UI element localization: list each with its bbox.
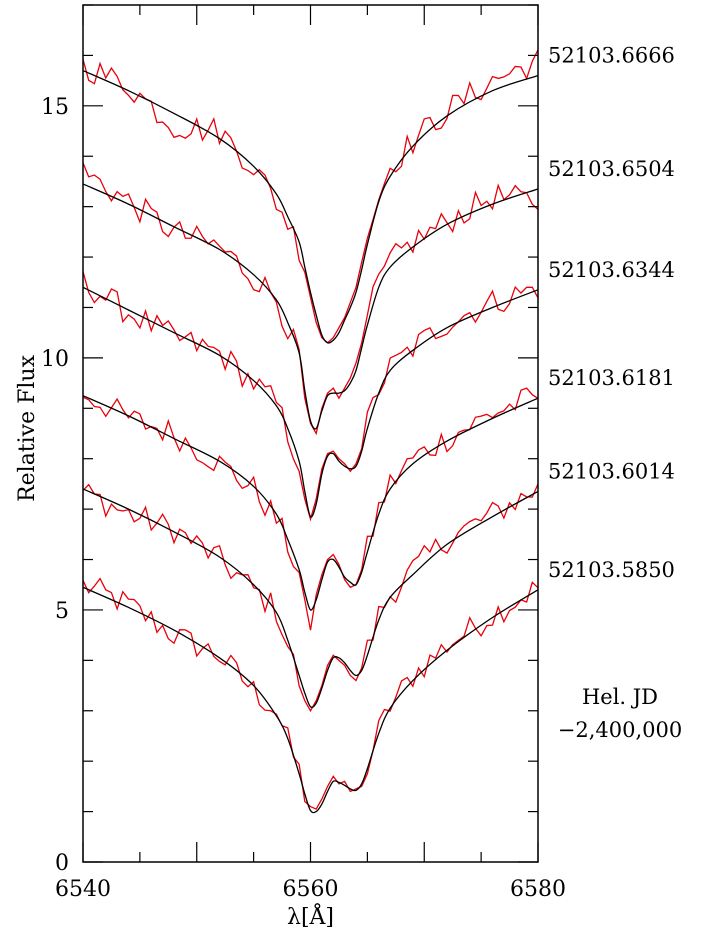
y-tick-label: 0 <box>55 851 69 876</box>
tick-labels: 6540 6560 6580 0 5 10 15 <box>41 95 566 902</box>
y-tick-label: 10 <box>41 347 69 372</box>
y-axis-label: Relative Flux <box>15 354 40 502</box>
model-fit-52103.6181 <box>82 395 539 611</box>
x-tick-label: 6560 <box>283 877 339 902</box>
model-fit-52103.6666 <box>82 69 539 344</box>
epoch-label-52103.6014: 52103.6014 <box>548 459 675 483</box>
x-axis-label: λ[Å] <box>287 902 334 930</box>
observed-spectrum-52103.5850 <box>82 577 539 810</box>
epoch-label-52103.6344: 52103.6344 <box>548 258 675 282</box>
epoch-label-52103.6181: 52103.6181 <box>548 366 675 390</box>
model-fit-52103.6014 <box>82 488 539 708</box>
observed-spectrum-52103.6181 <box>82 387 539 631</box>
epoch-label-52103.6504: 52103.6504 <box>548 157 675 181</box>
epoch-labels: 52103.5850 52103.6014 52103.6181 52103.6344… <box>548 44 675 582</box>
x-tick-label: 6580 <box>510 877 566 902</box>
y-tick-label: 5 <box>55 599 69 624</box>
model-fit-52103.6344 <box>82 286 539 518</box>
observed-spectrum-52103.6014 <box>82 483 539 713</box>
model-fit-52103.5850 <box>82 586 539 814</box>
y-tick-label: 15 <box>41 95 69 120</box>
plot-area <box>82 49 539 814</box>
observed-spectrum-52103.6344 <box>82 271 539 522</box>
x-tick-label: 6540 <box>55 877 111 902</box>
jd-note-line-1: Hel. JD <box>582 685 658 709</box>
plot-frame <box>82 4 539 863</box>
axis-ticks <box>82 4 539 863</box>
model-fit-52103.6504 <box>82 183 539 430</box>
epoch-label-52103.6666: 52103.6666 <box>548 44 675 68</box>
jd-note-line-2: −2,400,000 <box>558 718 682 742</box>
epoch-label-52103.5850: 52103.5850 <box>548 558 675 582</box>
observed-spectrum-52103.6666 <box>82 49 539 344</box>
